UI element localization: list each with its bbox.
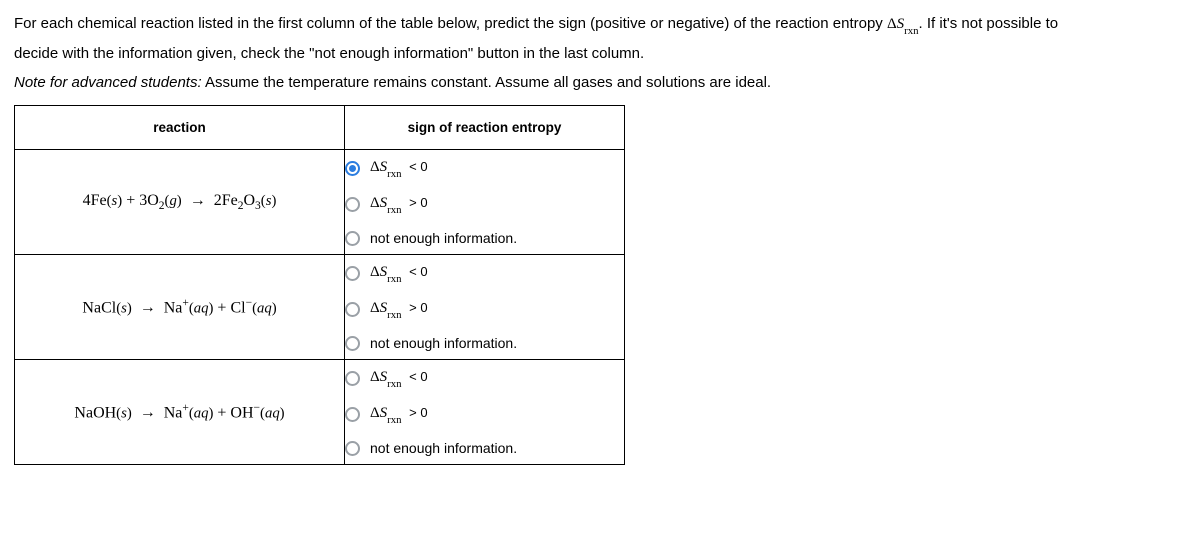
reaction-table: reaction sign of reaction entropy 4Fe(s)… xyxy=(14,105,625,465)
header-reaction: reaction xyxy=(15,106,345,150)
radio-button[interactable] xyxy=(345,441,360,456)
intro-text-c: decide with the information given, check… xyxy=(14,45,644,62)
options-cell: ΔSrxn < 0 ΔSrxn > 0 not enough information… xyxy=(345,150,625,255)
reaction-cell: 4Fe(s) + 3O2(g) → 2Fe2O3(s) xyxy=(15,150,345,255)
option-label: ΔSrxn < 0 xyxy=(370,263,428,283)
option-row[interactable]: ΔSrxn < 0 xyxy=(345,360,624,396)
radio-button[interactable] xyxy=(345,371,360,386)
note-paragraph: Note for advanced students: Assume the t… xyxy=(14,74,1186,91)
delta-s-symbol: ΔSrxn xyxy=(887,16,919,32)
radio-button[interactable] xyxy=(345,302,360,317)
option-label: ΔSrxn < 0 xyxy=(370,158,428,178)
option-row[interactable]: not enough information. xyxy=(345,222,624,254)
note-rest: Assume the temperature remains constant.… xyxy=(202,74,771,91)
radio-button[interactable] xyxy=(345,197,360,212)
option-label: not enough information. xyxy=(370,230,517,246)
option-label: not enough information. xyxy=(370,335,517,351)
option-label: ΔSrxn > 0 xyxy=(370,299,428,319)
option-row[interactable]: ΔSrxn > 0 xyxy=(345,396,624,432)
option-row[interactable]: ΔSrxn > 0 xyxy=(345,291,624,327)
option-row[interactable]: not enough information. xyxy=(345,432,624,464)
header-sign: sign of reaction entropy xyxy=(345,106,625,150)
radio-button[interactable] xyxy=(345,266,360,281)
table-row: NaCl(s) → Na+(aq) + Cl−(aq)ΔSrxn < 0ΔSrx… xyxy=(15,255,625,360)
reaction-cell: NaOH(s) → Na+(aq) + OH−(aq) xyxy=(15,360,345,465)
option-label: ΔSrxn > 0 xyxy=(370,194,428,214)
option-row[interactable]: ΔSrxn < 0 xyxy=(345,255,624,291)
option-label: ΔSrxn < 0 xyxy=(370,368,428,388)
option-label: ΔSrxn > 0 xyxy=(370,404,428,424)
radio-button[interactable] xyxy=(345,336,360,351)
option-row[interactable]: ΔSrxn > 0 xyxy=(345,186,624,222)
note-prefix: Note for advanced students: xyxy=(14,74,202,91)
option-row[interactable]: ΔSrxn < 0 xyxy=(345,150,624,186)
options-cell: ΔSrxn < 0 ΔSrxn > 0 not enough information… xyxy=(345,255,625,360)
intro-text-a: For each chemical reaction listed in the… xyxy=(14,15,887,32)
table-row: NaOH(s) → Na+(aq) + OH−(aq)ΔSrxn < 0ΔSrx… xyxy=(15,360,625,465)
intro-paragraph: For each chemical reaction listed in the… xyxy=(14,10,1186,68)
option-row[interactable]: not enough information. xyxy=(345,327,624,359)
reaction-cell: NaCl(s) → Na+(aq) + Cl−(aq) xyxy=(15,255,345,360)
option-label: not enough information. xyxy=(370,440,517,456)
radio-button[interactable] xyxy=(345,407,360,422)
intro-text-b: . If it's not possible to xyxy=(919,15,1059,32)
options-cell: ΔSrxn < 0 ΔSrxn > 0 not enough information… xyxy=(345,360,625,465)
radio-button[interactable] xyxy=(345,161,360,176)
table-row: 4Fe(s) + 3O2(g) → 2Fe2O3(s)ΔSrxn < 0ΔSrx… xyxy=(15,150,625,255)
radio-button[interactable] xyxy=(345,231,360,246)
